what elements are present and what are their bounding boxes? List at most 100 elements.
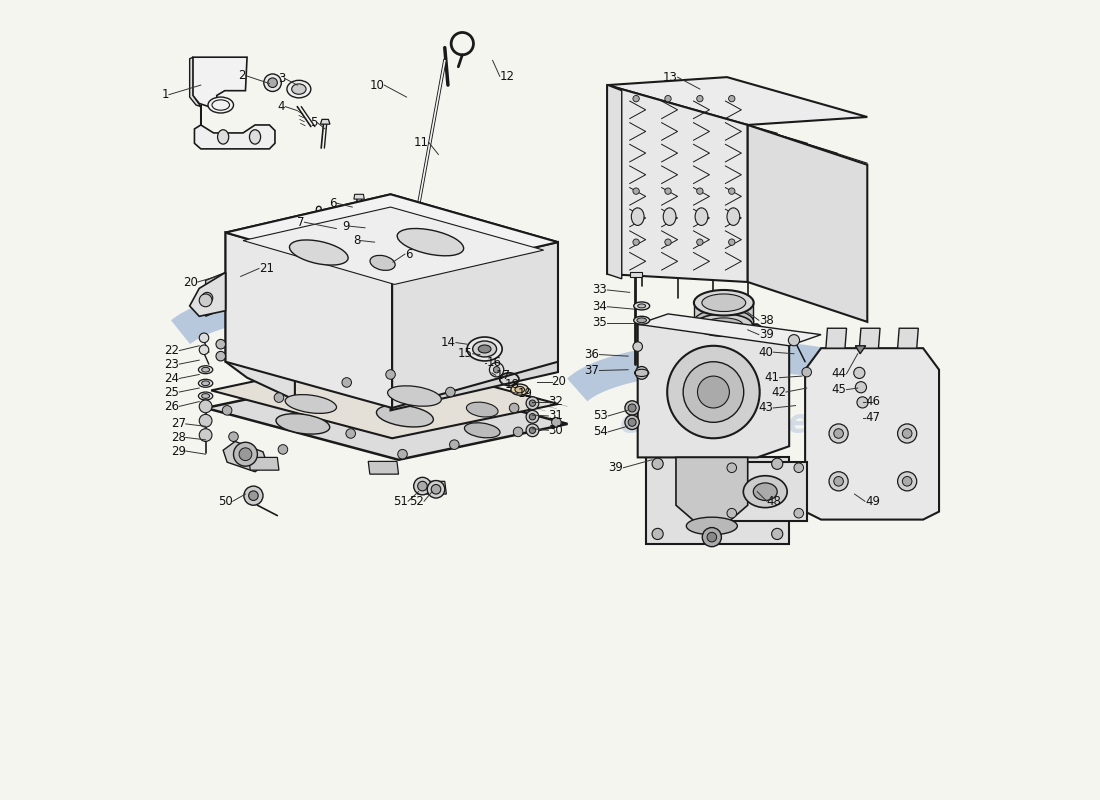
Circle shape bbox=[244, 486, 263, 506]
Ellipse shape bbox=[638, 304, 646, 308]
Circle shape bbox=[201, 292, 212, 303]
Text: 10: 10 bbox=[370, 78, 384, 91]
Ellipse shape bbox=[727, 208, 739, 226]
Text: 3: 3 bbox=[278, 72, 285, 86]
Circle shape bbox=[789, 334, 800, 346]
Ellipse shape bbox=[695, 208, 708, 226]
Text: 54: 54 bbox=[593, 426, 608, 438]
Text: 35: 35 bbox=[593, 316, 607, 329]
Text: 20: 20 bbox=[551, 375, 566, 388]
Ellipse shape bbox=[201, 394, 210, 398]
Ellipse shape bbox=[473, 341, 496, 357]
Circle shape bbox=[514, 427, 522, 437]
Text: 26: 26 bbox=[164, 400, 179, 413]
Circle shape bbox=[632, 342, 642, 351]
Polygon shape bbox=[638, 314, 821, 346]
Circle shape bbox=[342, 378, 352, 387]
Text: 51: 51 bbox=[393, 494, 408, 508]
Circle shape bbox=[652, 528, 663, 539]
Text: 22: 22 bbox=[164, 344, 179, 357]
Text: 40: 40 bbox=[758, 346, 773, 358]
Circle shape bbox=[664, 188, 671, 194]
Ellipse shape bbox=[515, 386, 525, 393]
Circle shape bbox=[707, 532, 716, 542]
Text: 28: 28 bbox=[170, 431, 186, 444]
Text: 7: 7 bbox=[297, 216, 305, 229]
Circle shape bbox=[267, 78, 277, 87]
Ellipse shape bbox=[201, 381, 210, 386]
Ellipse shape bbox=[349, 220, 382, 239]
Circle shape bbox=[683, 362, 744, 422]
Text: 43: 43 bbox=[758, 402, 773, 414]
Circle shape bbox=[728, 239, 735, 246]
Text: 53: 53 bbox=[593, 410, 608, 422]
Ellipse shape bbox=[376, 405, 433, 427]
Text: 5: 5 bbox=[310, 116, 317, 129]
Circle shape bbox=[199, 429, 212, 442]
Ellipse shape bbox=[198, 379, 212, 387]
Circle shape bbox=[636, 366, 648, 379]
Circle shape bbox=[264, 74, 282, 91]
Text: 42: 42 bbox=[771, 386, 786, 398]
Circle shape bbox=[216, 339, 225, 349]
Polygon shape bbox=[607, 85, 621, 279]
Text: 48: 48 bbox=[767, 494, 782, 508]
Circle shape bbox=[632, 188, 639, 194]
Circle shape bbox=[728, 95, 735, 102]
Polygon shape bbox=[646, 458, 789, 543]
Circle shape bbox=[668, 346, 760, 438]
Polygon shape bbox=[189, 57, 201, 106]
Circle shape bbox=[526, 410, 539, 423]
Circle shape bbox=[625, 415, 639, 430]
Text: 16: 16 bbox=[486, 356, 502, 369]
Ellipse shape bbox=[510, 384, 528, 395]
Polygon shape bbox=[694, 302, 754, 322]
Circle shape bbox=[702, 527, 722, 546]
Text: 6: 6 bbox=[405, 248, 412, 261]
Text: 9: 9 bbox=[342, 220, 350, 233]
Polygon shape bbox=[368, 462, 398, 474]
Circle shape bbox=[199, 414, 212, 427]
Polygon shape bbox=[898, 328, 918, 348]
Ellipse shape bbox=[754, 483, 778, 501]
Polygon shape bbox=[390, 242, 558, 410]
Circle shape bbox=[551, 418, 561, 427]
Ellipse shape bbox=[478, 345, 491, 353]
Polygon shape bbox=[607, 85, 748, 282]
Text: 25: 25 bbox=[164, 386, 179, 398]
Text: 37: 37 bbox=[584, 364, 600, 377]
Text: 32: 32 bbox=[549, 395, 563, 408]
Text: 18: 18 bbox=[505, 378, 519, 390]
Circle shape bbox=[697, 376, 729, 408]
Ellipse shape bbox=[631, 208, 645, 226]
Circle shape bbox=[418, 482, 427, 491]
Circle shape bbox=[771, 528, 783, 539]
Circle shape bbox=[414, 478, 431, 495]
Circle shape bbox=[199, 400, 212, 413]
Circle shape bbox=[494, 366, 499, 373]
Circle shape bbox=[696, 239, 703, 246]
Circle shape bbox=[771, 458, 783, 470]
Circle shape bbox=[233, 442, 257, 466]
Text: 29: 29 bbox=[170, 445, 186, 458]
Ellipse shape bbox=[289, 240, 348, 265]
Text: 39: 39 bbox=[759, 328, 773, 341]
Circle shape bbox=[249, 491, 258, 501]
Ellipse shape bbox=[466, 402, 498, 417]
Circle shape bbox=[526, 397, 539, 410]
Polygon shape bbox=[226, 194, 558, 281]
Text: 15: 15 bbox=[458, 347, 473, 360]
Circle shape bbox=[529, 414, 536, 420]
Text: 19: 19 bbox=[518, 387, 534, 400]
Text: 46: 46 bbox=[865, 395, 880, 408]
Text: 13: 13 bbox=[662, 70, 678, 84]
Polygon shape bbox=[226, 194, 558, 281]
Polygon shape bbox=[629, 272, 641, 278]
Text: 12: 12 bbox=[499, 70, 515, 83]
Circle shape bbox=[902, 429, 912, 438]
Polygon shape bbox=[211, 355, 558, 438]
Text: 39: 39 bbox=[608, 462, 624, 474]
Polygon shape bbox=[859, 328, 880, 348]
Text: 30: 30 bbox=[549, 424, 563, 437]
Circle shape bbox=[696, 95, 703, 102]
